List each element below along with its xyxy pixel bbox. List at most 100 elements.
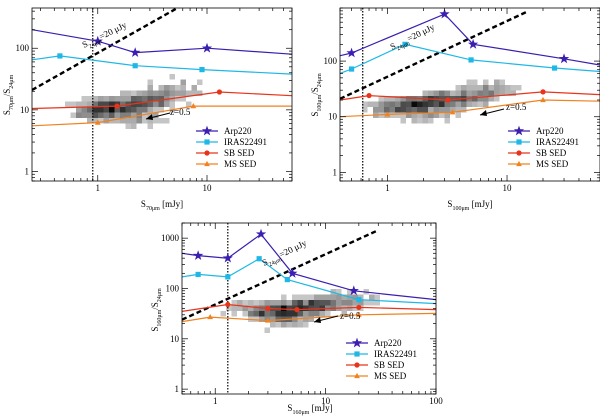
density-cell [373,101,379,107]
density-cell [120,101,126,107]
density-cell [242,311,248,317]
density-cell [455,85,461,91]
density-cell [450,90,456,96]
density-cell [197,90,203,96]
data-point-sb sed [114,103,120,109]
density-cell [103,96,109,102]
density-cell [164,101,170,107]
y-tick-label: 100 [166,283,180,293]
density-cell [472,101,478,107]
density-cell [169,85,175,91]
density-cell [147,96,153,102]
density-cell [494,79,500,85]
density-cell [378,107,384,113]
density-cell [422,90,428,96]
density-cell [367,101,373,107]
density-cell [103,101,109,107]
density-cell [281,322,287,328]
density-cell [330,289,336,295]
data-point-arp220 [439,8,450,19]
z-annotation: z=0.5 [145,107,191,120]
density-cell [120,96,126,102]
density-cell [153,90,159,96]
density-cell [153,96,159,102]
density-cell [92,101,98,107]
density-cell [444,107,450,113]
z-arrow-head [146,114,153,120]
density-cell [292,311,298,317]
density-cell [314,305,320,311]
density-cell [158,90,164,96]
density-cell [131,107,137,113]
density-cell [81,96,87,102]
legend-swatch-marker [351,337,363,348]
density-cell [499,90,505,96]
density-cell [411,101,417,107]
density-cell [147,90,153,96]
density-cell [505,90,511,96]
data-point-iras22491 [225,274,231,280]
density-cell [483,79,489,85]
density-cell [180,90,186,96]
density-cell [444,118,450,124]
density-cell [297,316,303,322]
density-cell [270,322,276,328]
data-point-arp220 [193,250,204,260]
density-cell [314,300,320,306]
flux-limit-label: S24μm=20 μJy [388,22,437,55]
density-cell [136,118,142,124]
series-line-ms sed [32,105,292,127]
density-cell [114,118,120,124]
density-cell [389,101,395,107]
density-cell [499,79,505,85]
reference-lines [32,8,180,181]
density-cell [330,294,336,300]
x-tick-label: 10 [321,396,331,406]
data-point-sb sed [445,97,451,103]
density-cell [175,85,181,91]
density-cell [253,305,259,311]
density-cell [158,96,164,102]
density-cell [248,311,254,317]
density-cell [169,74,175,80]
density-cell [297,322,303,328]
density-cell [461,90,467,96]
legend-label: IRAS22491 [536,137,579,147]
legend-entry-iras22491: IRAS22491 [346,349,417,359]
x-tick-label: 10 [503,183,513,193]
density-cell [220,311,226,317]
legend-entry-ms sed: MS SED [508,159,569,169]
density-cell [109,101,115,107]
density-cell [142,90,148,96]
axis-ticks: 1 10 100 1 10 100 1000 [161,222,443,406]
density-cell [292,294,298,300]
density-cell [286,305,292,311]
density-cell [319,294,325,300]
density-cell [461,85,467,91]
density-cell [180,79,186,85]
data-point-arp220 [468,38,479,49]
reference-lines [340,8,529,181]
density-cell [444,112,450,118]
density-cell [488,96,494,102]
marker-layer [57,35,223,125]
density-cell [164,118,170,124]
density-cell [406,112,412,118]
data-point-iras22491 [132,63,138,69]
data-point-arp220 [287,267,298,278]
x-tick-label: 1 [385,183,390,193]
density-cell [169,90,175,96]
legend-label: SB SED [224,148,255,158]
density-cell [466,85,472,91]
density-cell [439,96,445,102]
data-point-iras22491 [356,297,362,303]
density-cell [87,112,93,118]
density-cell [362,107,368,113]
density-cell [417,107,423,113]
data-point-sb sed [366,92,372,99]
density-cell [136,107,142,113]
density-cell [142,96,148,102]
data-point-sb sed [225,301,231,308]
density-cell [92,118,98,124]
